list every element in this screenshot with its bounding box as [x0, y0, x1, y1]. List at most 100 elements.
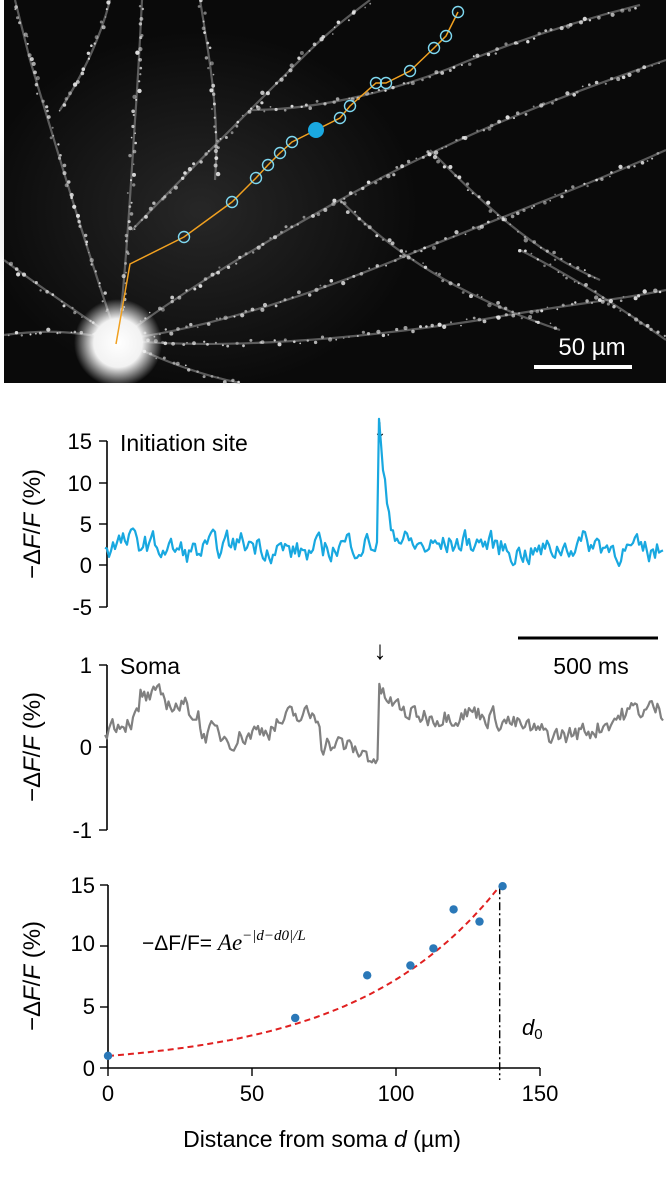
y-tick-label: 5	[80, 512, 92, 537]
spine	[209, 88, 214, 93]
spine	[565, 276, 568, 280]
spine	[477, 317, 482, 322]
spine	[76, 213, 80, 218]
spine	[176, 327, 180, 331]
spine	[304, 103, 308, 107]
spine	[425, 325, 428, 328]
spine	[466, 189, 469, 192]
spine	[323, 284, 327, 289]
spine	[581, 85, 584, 88]
spine	[423, 246, 426, 250]
recording-site-marker	[285, 135, 299, 149]
spine	[73, 311, 77, 315]
spine	[204, 152, 208, 156]
spine	[571, 185, 575, 189]
spine	[497, 305, 502, 309]
spine	[308, 106, 313, 110]
spine	[202, 20, 205, 23]
spine	[387, 334, 390, 336]
chart-y-tick-label: 10	[71, 931, 95, 956]
spine	[121, 274, 126, 279]
spine	[132, 94, 137, 99]
spine	[214, 341, 217, 344]
spine	[594, 295, 599, 300]
spine	[432, 155, 438, 160]
spine	[532, 205, 536, 208]
spine	[306, 339, 309, 342]
soma-arrow-icon: ↓	[374, 635, 387, 665]
spine	[561, 303, 565, 307]
spine	[262, 302, 268, 308]
fit-equation: −ΔF/F= Ae−|d−d0|/L	[142, 928, 306, 955]
spine	[62, 163, 67, 168]
spine	[241, 114, 244, 117]
spine	[656, 151, 660, 155]
spine	[460, 324, 462, 327]
spine	[575, 90, 579, 94]
spine	[601, 296, 605, 300]
spine	[471, 226, 475, 229]
spine	[94, 35, 99, 40]
spine	[35, 76, 40, 81]
spine	[283, 109, 287, 112]
spine	[20, 334, 23, 337]
spine	[260, 340, 265, 344]
spine	[39, 289, 42, 292]
spine	[495, 47, 499, 51]
spine	[141, 7, 145, 11]
spine	[510, 214, 515, 219]
spine	[192, 341, 196, 346]
spine	[216, 270, 221, 275]
spine	[448, 281, 453, 286]
soma-panel-label: Soma	[120, 653, 180, 679]
spine	[57, 156, 62, 160]
spine	[441, 279, 445, 283]
spine	[463, 135, 468, 141]
spine	[505, 115, 510, 120]
recording-site-marker	[439, 29, 453, 43]
spine	[444, 237, 447, 240]
spine	[81, 67, 86, 71]
spine	[542, 102, 545, 106]
spine	[203, 277, 208, 281]
spine	[579, 20, 583, 25]
spine	[139, 17, 144, 21]
spine	[524, 249, 527, 253]
spine	[211, 83, 216, 88]
y-tick-label: 10	[68, 471, 92, 496]
spine	[487, 126, 492, 131]
spine	[486, 52, 491, 57]
spine	[219, 317, 222, 320]
spine	[85, 240, 89, 244]
spine	[413, 249, 417, 254]
spine	[224, 136, 228, 139]
initiation-trace	[104, 417, 664, 568]
spine	[348, 336, 350, 338]
spine	[477, 195, 481, 199]
spine	[539, 246, 542, 249]
spine	[57, 143, 60, 146]
spine	[177, 295, 182, 300]
spine	[163, 341, 168, 346]
spine	[342, 337, 345, 340]
chart-ticks	[100, 884, 541, 1076]
spine	[621, 75, 626, 80]
spine	[70, 196, 73, 199]
spine	[524, 113, 528, 116]
spine	[98, 282, 101, 285]
spine	[128, 153, 132, 158]
spine	[376, 329, 381, 334]
initiation-site-marker	[308, 122, 324, 138]
recording-site-marker	[403, 64, 417, 78]
spine	[591, 302, 593, 304]
spine	[556, 308, 559, 311]
spine	[399, 254, 402, 258]
spine	[572, 93, 576, 97]
spine	[539, 103, 544, 108]
spine	[565, 91, 570, 96]
spine	[576, 266, 580, 270]
spine	[170, 299, 174, 304]
spine	[438, 272, 441, 276]
spine	[411, 329, 415, 334]
spine	[101, 25, 106, 30]
